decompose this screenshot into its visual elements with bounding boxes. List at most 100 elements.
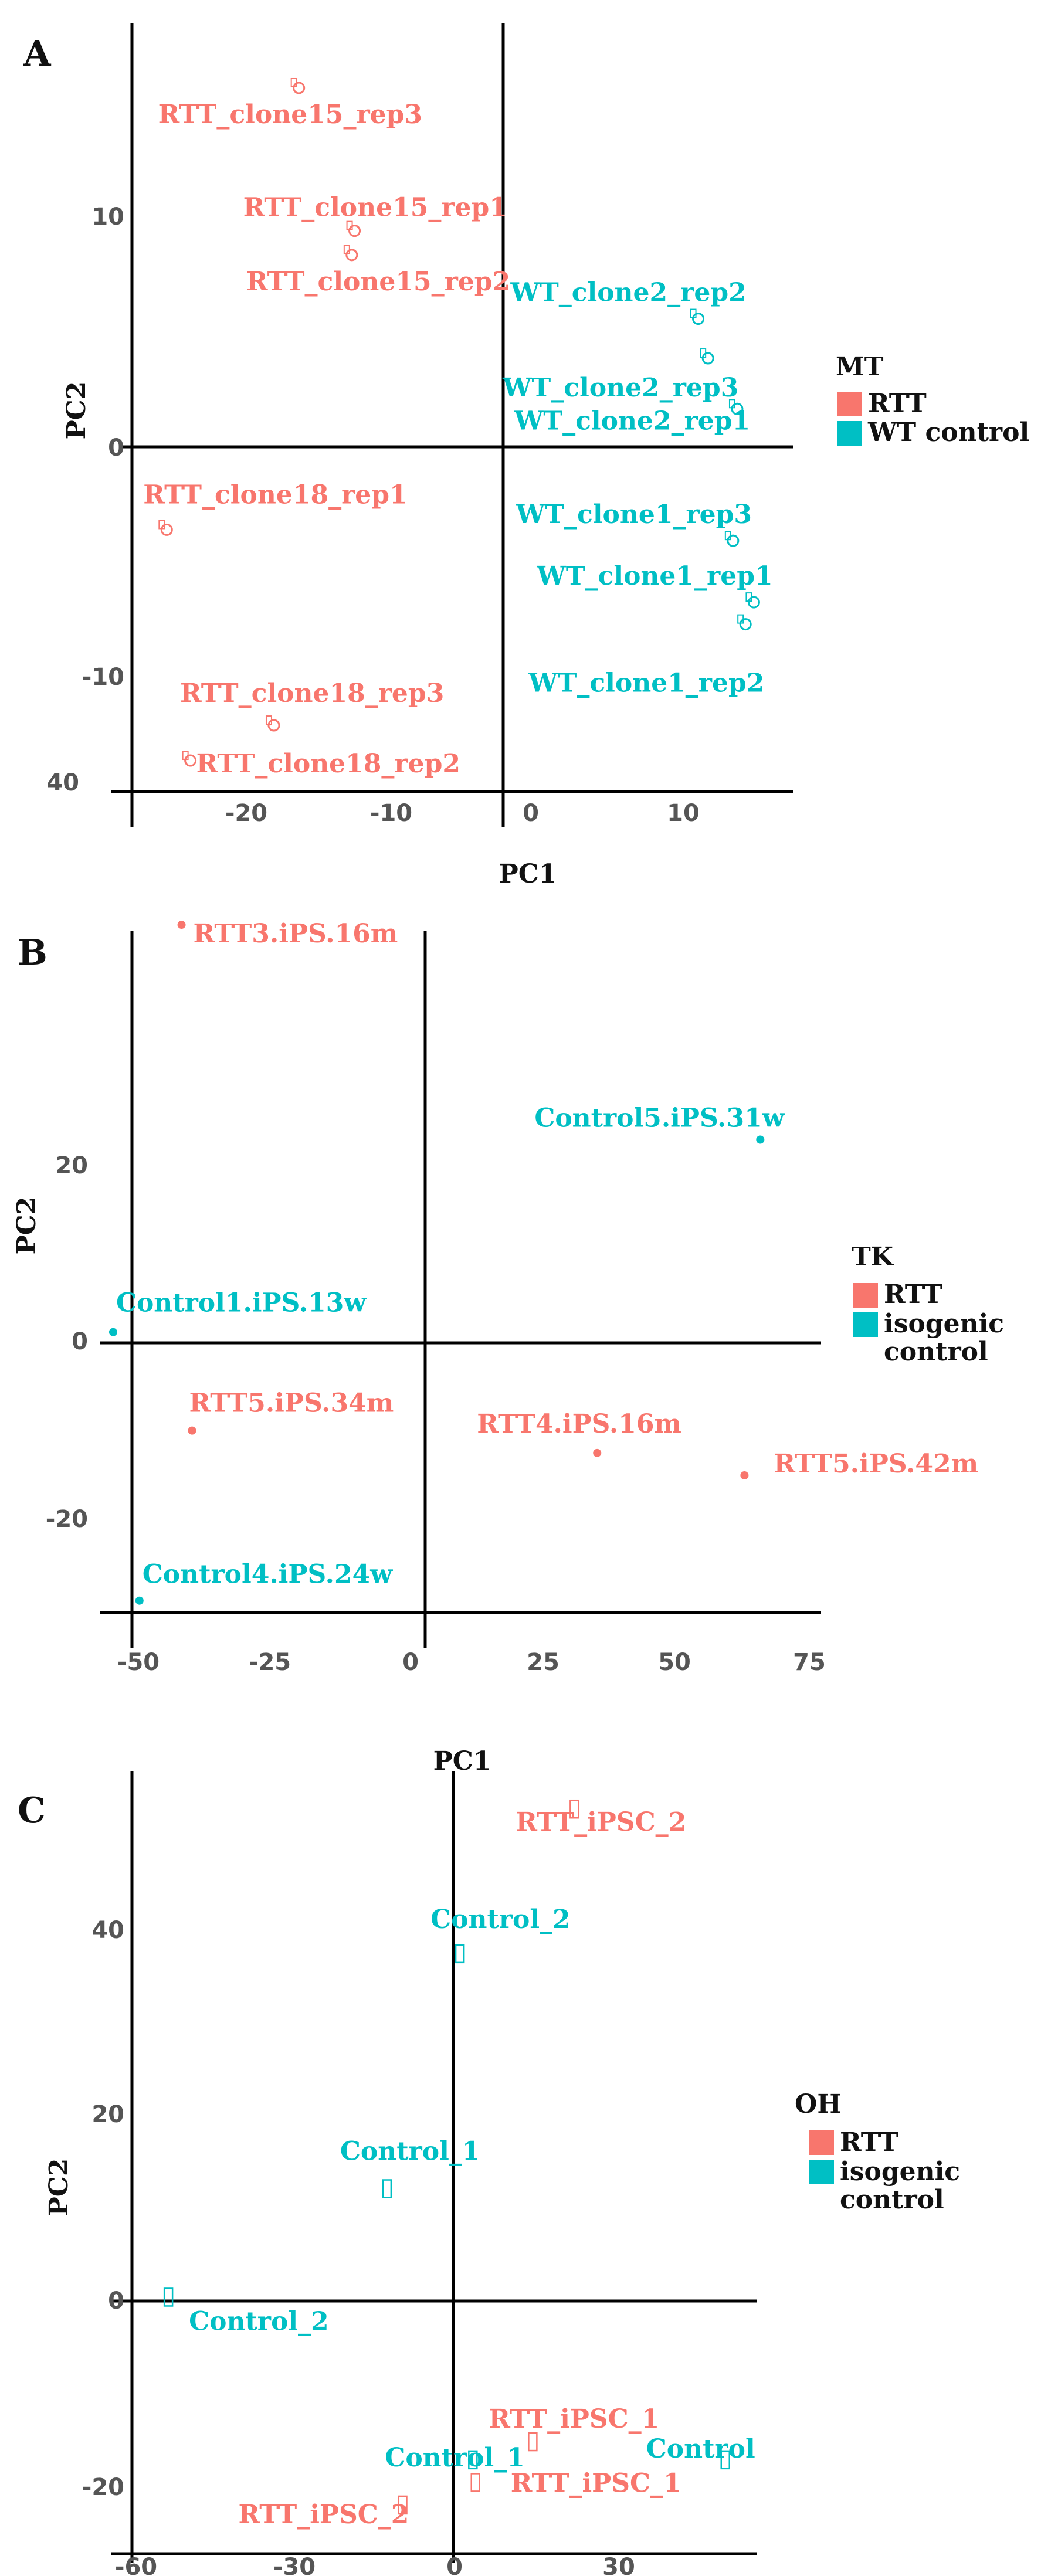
data-point	[731, 402, 744, 415]
panel-b-legend: TK RTT isogenic control	[852, 1242, 1004, 1367]
panel-c-xtick: 30	[602, 2554, 635, 2576]
panel-b-xtick: 0	[402, 1649, 419, 1676]
panel-a-x-axis-title: PC1	[499, 859, 557, 889]
panel-c-xtick: 0	[446, 2554, 463, 2576]
panel-b-y-axis-title: PC2	[12, 1197, 42, 1255]
data-label: RTT_clone18_rep1	[143, 480, 407, 510]
panel-a-ytick: 10	[91, 203, 124, 230]
data-label: RTT_iPSC_1	[511, 2468, 681, 2498]
panel-a-ytick: 0	[108, 435, 124, 461]
data-point	[468, 2450, 478, 2470]
data-point	[528, 2432, 538, 2452]
panel-b-xtick: -50	[117, 1649, 160, 1676]
data-label: WT_clone2_rep1	[514, 406, 750, 436]
panel-b: B 20 0 -20 -50 -25 0 25 50 75 PC1 PC2 RT…	[12, 919, 1004, 1776]
data-label: RTT_iPSC_2	[239, 2500, 409, 2530]
panel-b-x-axis-title: PC1	[433, 1746, 491, 1776]
panel-c-xtick: -60	[115, 2554, 157, 2576]
panel-b-legend-item: isogenic control	[884, 1309, 1004, 1367]
data-label: RTT_clone18_rep2	[196, 749, 460, 779]
panel-b-ytick: 0	[72, 1328, 88, 1355]
data-label: RTT_iPSC_1	[489, 2404, 659, 2434]
data-label: WT_clone2_rep2	[510, 278, 747, 308]
data-point	[455, 1944, 465, 1964]
data-point	[740, 1471, 749, 1479]
panel-a-ytick-extra: 40	[46, 769, 79, 796]
panel-a-ytick: -10	[82, 664, 124, 691]
data-label: Control_1	[385, 2443, 525, 2473]
panel-c-legend-item: RTT	[840, 2127, 898, 2157]
data-label: Control4.iPS.24w	[143, 1560, 393, 1590]
data-label: Control1.iPS.13w	[116, 1288, 367, 1318]
data-point	[135, 1596, 144, 1605]
legend-swatch-rtt	[837, 392, 862, 416]
data-label: RTT5.iPS.34m	[189, 1389, 394, 1418]
legend-swatch-control	[809, 2160, 834, 2184]
data-point	[177, 921, 186, 929]
panel-a-xtick: -10	[370, 800, 412, 827]
data-label: WT_clone2_rep3	[502, 373, 738, 403]
data-point	[727, 534, 740, 547]
data-label: RTT_clone18_rep3	[180, 678, 444, 708]
data-label: RTT5.iPS.42m	[774, 1449, 978, 1479]
panel-c: C 40 20 0 -20 -60 -30 0 30 PC2 RTT_iPSC_…	[18, 1771, 960, 2576]
data-point	[382, 2179, 392, 2198]
data-label: RTT4.iPS.16m	[477, 1409, 681, 1439]
data-point	[163, 2287, 174, 2307]
panel-c-xtick: -30	[273, 2554, 316, 2576]
data-label: RTT_clone15_rep2	[246, 267, 510, 297]
panel-c-ytick: 0	[108, 2287, 124, 2314]
panel-c-y-axis-title: PC2	[44, 2158, 74, 2217]
panel-c-ytick: -20	[82, 2474, 124, 2501]
panel-b-ytick: -20	[46, 1506, 88, 1533]
data-label: Control_2	[430, 1905, 571, 1934]
panel-c-ytick: 20	[91, 2101, 124, 2128]
data-point	[569, 1799, 579, 1819]
data-point	[756, 1135, 765, 1144]
legend-swatch-rtt	[809, 2130, 834, 2155]
data-label: Control5.iPS.31w	[534, 1104, 785, 1133]
data-label: WT_clone1_rep3	[516, 500, 752, 530]
panel-b-xtick: -25	[249, 1649, 291, 1676]
panel-a-letter: A	[23, 33, 52, 74]
panel-b-xtick: 25	[527, 1649, 560, 1676]
panel-a-xtick: -20	[225, 800, 267, 827]
data-label: RTT3.iPS.16m	[194, 919, 398, 949]
data-point	[188, 1426, 196, 1435]
data-point	[348, 225, 361, 237]
data-point	[747, 596, 760, 609]
panel-b-letter: B	[18, 932, 48, 973]
legend-swatch-control	[853, 1312, 878, 1337]
panel-a-y-axis-title: PC2	[62, 382, 91, 440]
panel-a-xtick: 10	[667, 800, 700, 827]
panel-a-legend: MT RTT WT control	[836, 352, 1029, 447]
panel-c-legend-title: OH	[795, 2089, 842, 2119]
data-label: Control	[646, 2434, 755, 2464]
data-label: RTT_iPSC_2	[516, 1807, 686, 1837]
panel-a-legend-item: RTT	[868, 389, 927, 419]
data-label: RTT_clone15_rep1	[243, 193, 507, 223]
data-point	[345, 249, 358, 262]
panel-a: A 10 0 -10 40 -20 -10 0 10 PC1 PC2 RTT_c…	[23, 23, 1029, 889]
data-label: Control_2	[189, 2306, 329, 2336]
data-point	[720, 2450, 730, 2470]
data-point	[108, 1328, 117, 1336]
legend-swatch-rtt	[853, 1283, 878, 1308]
data-point	[701, 352, 714, 365]
data-point	[293, 82, 306, 94]
data-label: Control_1	[340, 2137, 480, 2167]
data-point	[398, 2495, 408, 2515]
data-point	[184, 754, 197, 767]
panel-c-letter: C	[18, 1790, 46, 1831]
panel-a-legend-item: WT control	[867, 418, 1029, 447]
panel-c-legend-item: isogenic control	[840, 2157, 960, 2215]
data-point	[160, 523, 173, 536]
data-label: RTT_clone15_rep3	[158, 100, 422, 130]
data-point	[267, 719, 280, 732]
data-point	[739, 618, 752, 631]
panel-c-legend: OH RTT isogenic control	[795, 2089, 960, 2215]
data-point	[470, 2473, 480, 2492]
data-point	[692, 313, 705, 325]
panel-b-xtick: 50	[658, 1649, 691, 1676]
